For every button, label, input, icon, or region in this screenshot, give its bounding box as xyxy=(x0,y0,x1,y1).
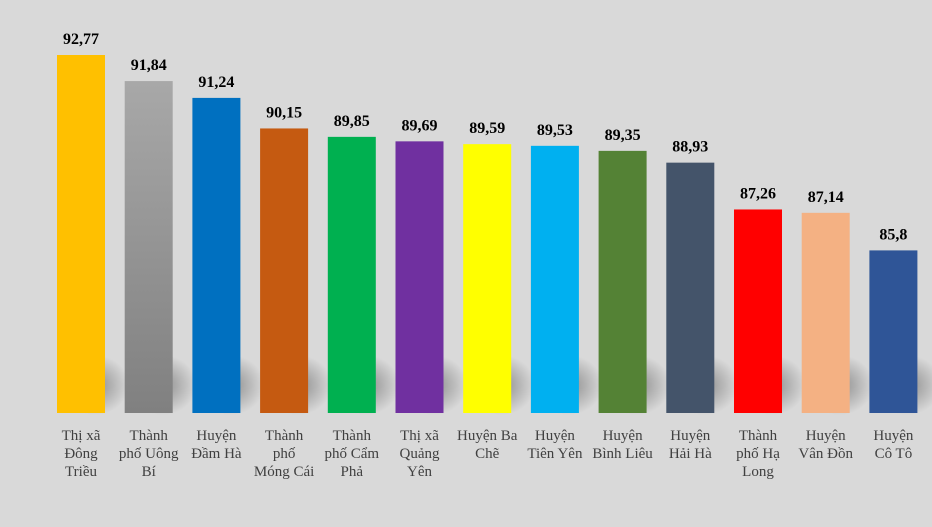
category-label: Thị xã Quảng Yên xyxy=(400,428,440,480)
data-label: 89,59 xyxy=(469,120,505,137)
bar xyxy=(57,55,105,413)
category-label: Thành phố Hạ Long xyxy=(736,428,780,480)
category-label: Huyện Hải Hà xyxy=(669,428,712,462)
data-label: 91,24 xyxy=(198,74,234,91)
bar xyxy=(260,128,309,414)
bar xyxy=(530,145,579,413)
data-label: 89,69 xyxy=(402,117,438,134)
bar xyxy=(395,141,444,413)
category-labels-group: Thị xã Đông Triều Thành phố Uông Bí Huyện Đầm H… xyxy=(62,428,914,480)
data-label: 87,26 xyxy=(740,185,776,202)
category-label: Thị xã Đông Triều xyxy=(62,428,101,480)
bar xyxy=(801,212,850,413)
data-label: 91,84 xyxy=(131,57,167,74)
category-label: Thành phố Móng Cái xyxy=(254,428,314,480)
data-label: 90,15 xyxy=(266,104,302,121)
data-label: 89,35 xyxy=(605,127,641,144)
bar xyxy=(192,97,241,414)
data-label: 87,14 xyxy=(808,189,844,206)
data-label: 92,77 xyxy=(63,31,99,48)
bar xyxy=(327,136,376,414)
category-label: Huyện Bình Liêu xyxy=(592,428,653,462)
category-label: Huyện Tiên Yên xyxy=(527,428,583,462)
data-label: 88,93 xyxy=(672,139,708,156)
data-label: 89,85 xyxy=(334,113,370,130)
category-label: Huyện Vân Đồn xyxy=(798,428,853,462)
category-label: Thành phố Cẩm Phả xyxy=(325,428,380,480)
category-label: Huyện Cô Tô xyxy=(873,428,913,462)
data-label: 89,53 xyxy=(537,122,573,139)
bar xyxy=(666,162,715,413)
bar xyxy=(869,250,918,413)
data-label: 85,8 xyxy=(879,226,907,243)
category-label: Thành phố Uông Bí xyxy=(119,428,179,480)
bar xyxy=(734,209,782,413)
bar xyxy=(463,144,512,413)
bar xyxy=(124,81,173,413)
category-label: Huyện Ba Chẽ xyxy=(457,428,518,462)
bar xyxy=(598,150,647,413)
bars-group xyxy=(57,55,918,414)
category-label: Huyện Đầm Hà xyxy=(191,428,242,462)
value-labels-group: 92,77 91,84 91,24 90,15 89,85 89,69 89,59 89,53… xyxy=(63,31,907,243)
